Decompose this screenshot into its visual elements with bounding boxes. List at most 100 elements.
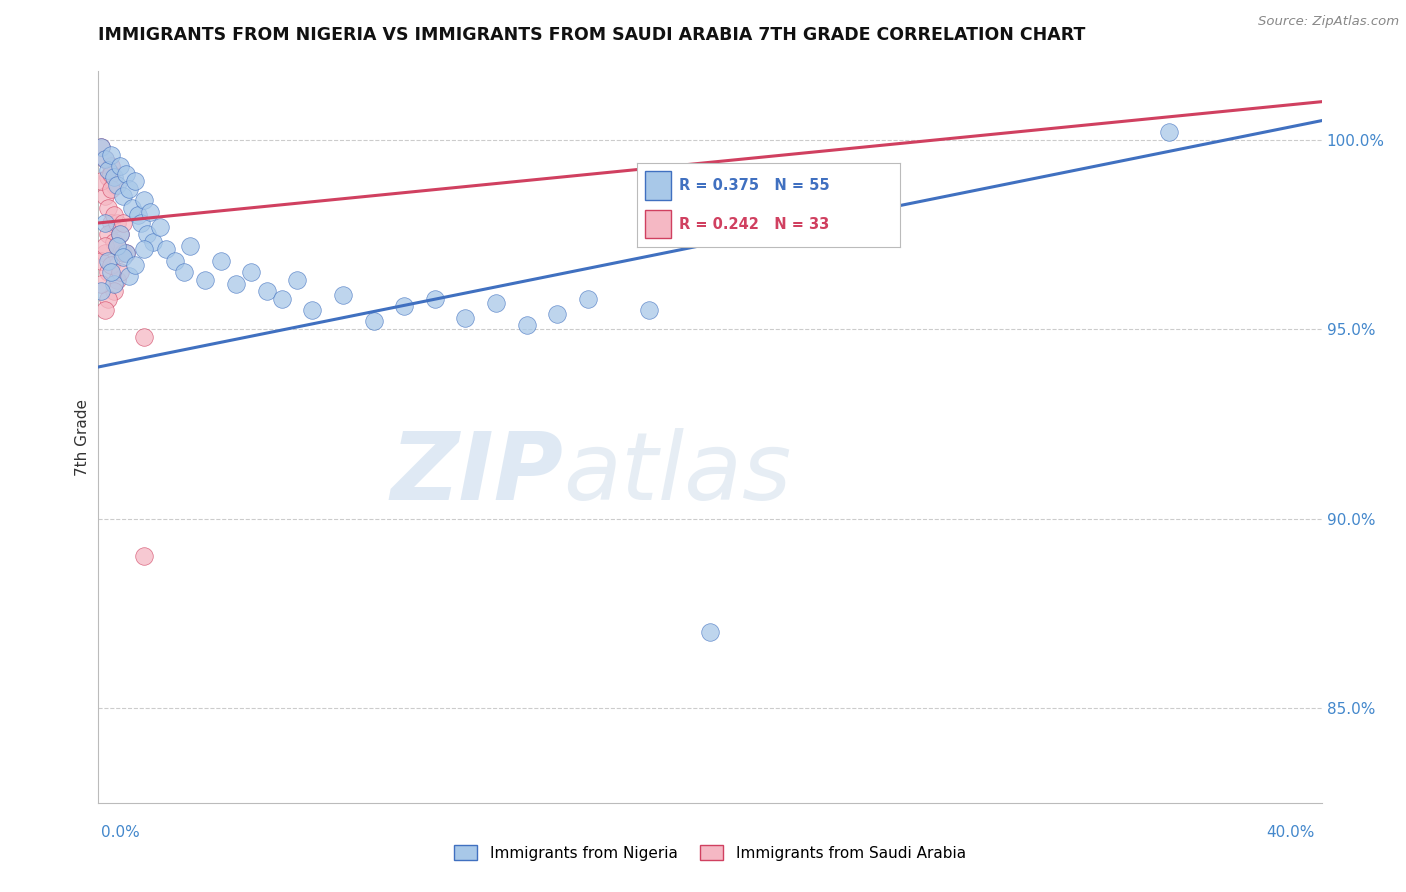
Point [105,273,128,287]
Point [93,216,115,230]
Point [100,265,122,279]
Text: R = 0.242   N = 33: R = 0.242 N = 33 [679,217,830,232]
Point [100,147,122,161]
Point [103,178,125,192]
Y-axis label: 7th Grade: 7th Grade [75,399,90,475]
Point [105,238,128,252]
Point [105,216,128,230]
Point [270,292,292,306]
Point [111,189,134,203]
Point [105,178,128,192]
Point [115,246,138,260]
Point [118,268,141,283]
Point [209,253,232,268]
Point [111,250,134,264]
Point [423,292,446,306]
Point [301,303,323,318]
Point [163,253,186,268]
Point [97,265,120,279]
Point [97,227,120,242]
Point [103,277,125,291]
Point [90,253,112,268]
Point [134,243,156,257]
FancyBboxPatch shape [644,210,671,238]
Point [285,273,308,287]
Point [103,284,125,298]
Point [108,159,131,173]
Point [129,216,152,230]
Point [97,201,120,215]
Text: Source: ZipAtlas.com: Source: ZipAtlas.com [1258,15,1399,28]
Point [93,246,115,260]
Point [124,174,146,188]
Point [121,201,143,215]
Point [179,238,201,252]
Point [100,159,122,173]
Point [118,182,141,196]
Point [256,284,278,298]
Point [97,162,120,177]
Point [1157,125,1180,139]
Point [134,329,156,343]
Point [93,189,115,203]
Point [90,284,112,298]
Point [240,265,263,279]
Point [576,292,599,306]
Point [516,318,538,333]
Point [155,243,177,257]
Point [115,246,138,260]
Point [136,227,159,242]
Point [100,182,122,196]
Point [194,273,217,287]
Point [93,152,115,166]
Point [90,140,112,154]
FancyBboxPatch shape [644,171,671,200]
Point [127,208,149,222]
Point [225,277,247,291]
Point [111,246,134,260]
Point [103,208,125,222]
Point [134,549,156,564]
Text: IMMIGRANTS FROM NIGERIA VS IMMIGRANTS FROM SAUDI ARABIA 7TH GRADE CORRELATION CH: IMMIGRANTS FROM NIGERIA VS IMMIGRANTS FR… [98,26,1085,44]
Point [124,258,146,272]
Text: R = 0.375   N = 55: R = 0.375 N = 55 [679,178,830,193]
Point [173,265,195,279]
Point [93,303,115,318]
Point [93,152,115,166]
Point [134,193,156,207]
Text: atlas: atlas [564,428,792,519]
Point [392,299,416,313]
Point [93,238,115,252]
Point [115,167,138,181]
Point [103,235,125,249]
Point [485,295,508,310]
Text: ZIP: ZIP [391,427,564,520]
Point [103,170,125,185]
Point [699,625,721,640]
Point [149,219,172,234]
Point [90,174,112,188]
Point [332,288,354,302]
Point [100,216,122,230]
Point [546,307,568,321]
Point [90,140,112,154]
Text: 40.0%: 40.0% [1267,825,1315,839]
Point [139,204,162,219]
Point [108,227,131,242]
Point [142,235,165,249]
Point [97,292,120,306]
Point [111,216,134,230]
Point [637,303,661,318]
Point [363,314,385,328]
Point [108,265,131,279]
Point [100,258,122,272]
Legend: Immigrants from Nigeria, Immigrants from Saudi Arabia: Immigrants from Nigeria, Immigrants from… [447,837,973,868]
Point [108,227,131,242]
Point [105,238,128,252]
Point [454,310,477,325]
Point [100,167,122,181]
Point [90,277,112,291]
Point [97,170,120,185]
Text: 0.0%: 0.0% [101,825,141,839]
Point [97,253,120,268]
